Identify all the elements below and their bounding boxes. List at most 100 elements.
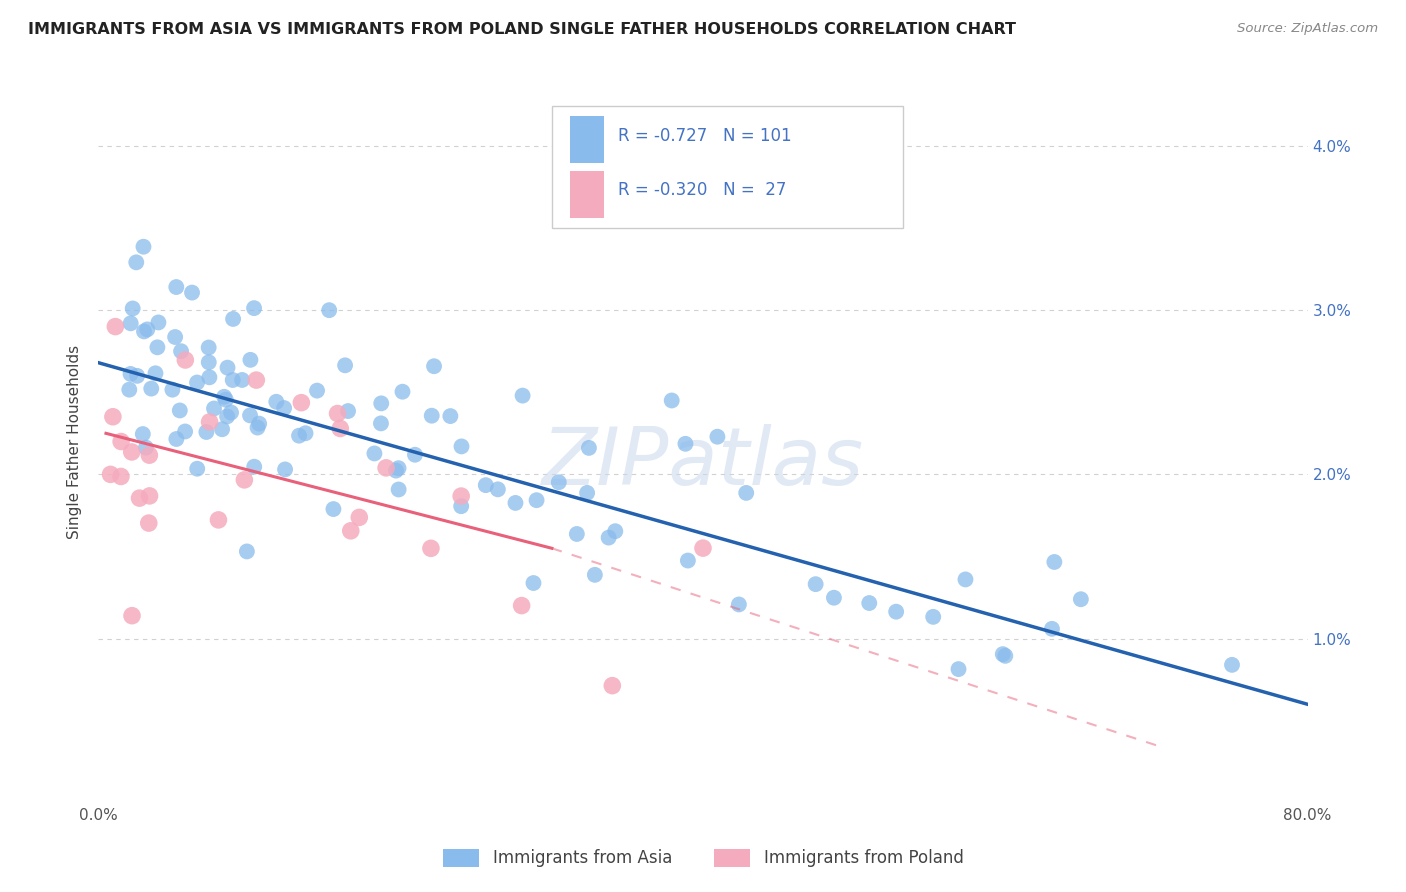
Point (165, 280, 187, 294)
Text: ZIPatlas: ZIPatlas (541, 425, 865, 502)
Point (127, 368, 149, 383)
Point (121, 445, 143, 459)
Point (305, 384, 328, 398)
Point (121, 608, 143, 623)
Point (212, 390, 235, 404)
Point (505, 496, 527, 510)
Point (486, 483, 509, 497)
Point (128, 491, 150, 505)
Point (138, 448, 160, 462)
Point (118, 383, 141, 397)
Point (120, 316, 142, 330)
Point (326, 407, 349, 421)
Point (145, 366, 167, 380)
Point (136, 322, 159, 336)
Point (246, 420, 269, 434)
Point (132, 240, 155, 254)
Point (266, 394, 288, 409)
Point (138, 489, 160, 503)
Point (222, 373, 245, 387)
Point (245, 373, 267, 387)
Point (387, 461, 409, 475)
Point (512, 389, 534, 403)
Point (474, 478, 496, 492)
Point (450, 439, 472, 453)
Point (922, 610, 945, 624)
Point (370, 417, 392, 431)
Point (547, 475, 569, 490)
Point (288, 428, 311, 442)
Point (247, 417, 270, 431)
Point (948, 662, 970, 676)
Point (675, 437, 697, 451)
Point (728, 598, 751, 612)
Point (333, 359, 356, 373)
Point (858, 596, 880, 610)
Point (391, 384, 413, 399)
Point (385, 464, 408, 478)
Point (955, 573, 977, 587)
Point (222, 312, 245, 326)
Point (174, 353, 197, 368)
Point (207, 513, 229, 527)
Point (195, 425, 218, 439)
Point (1043, 555, 1066, 569)
Point (181, 285, 204, 300)
Point (420, 541, 443, 556)
Point (101, 409, 124, 424)
Y-axis label: Single Father Households: Single Father Households (67, 344, 83, 539)
Point (165, 432, 187, 446)
Point (138, 516, 160, 530)
Point (186, 376, 208, 390)
Point (884, 605, 907, 619)
FancyBboxPatch shape (551, 105, 903, 228)
Point (602, 679, 624, 693)
Point (706, 430, 728, 444)
Point (420, 409, 443, 423)
Point (329, 421, 352, 435)
Point (198, 415, 221, 429)
FancyBboxPatch shape (569, 170, 603, 218)
Point (290, 395, 312, 409)
Point (135, 441, 157, 455)
Point (169, 403, 191, 417)
Point (994, 648, 1017, 663)
Point (198, 370, 221, 384)
Point (186, 461, 208, 475)
Point (146, 340, 169, 354)
Point (522, 576, 544, 591)
Point (661, 393, 683, 408)
Point (197, 355, 219, 369)
Point (676, 553, 699, 567)
Point (294, 426, 316, 441)
Text: Source: ZipAtlas.com: Source: ZipAtlas.com (1237, 22, 1378, 36)
Point (583, 567, 606, 582)
Point (243, 459, 266, 474)
Point (219, 405, 242, 419)
Point (526, 493, 548, 508)
Point (243, 301, 266, 315)
Point (450, 499, 472, 513)
Point (823, 591, 845, 605)
Point (239, 352, 262, 367)
Point (231, 373, 253, 387)
Point (165, 330, 187, 344)
Point (388, 483, 411, 497)
FancyBboxPatch shape (569, 116, 603, 163)
Text: R = -0.727   N = 101: R = -0.727 N = 101 (619, 128, 792, 145)
Legend: Immigrants from Asia, Immigrants from Poland: Immigrants from Asia, Immigrants from Po… (436, 842, 970, 874)
Point (215, 392, 238, 407)
Point (576, 486, 599, 500)
Point (110, 469, 132, 483)
Point (132, 325, 155, 339)
Point (565, 527, 588, 541)
Point (121, 301, 143, 316)
Text: IMMIGRANTS FROM ASIA VS IMMIGRANTS FROM POLAND SINGLE FATHER HOUSEHOLDS CORRELAT: IMMIGRANTS FROM ASIA VS IMMIGRANTS FROM … (28, 22, 1017, 37)
Point (132, 427, 155, 442)
Point (375, 461, 398, 475)
Point (318, 303, 340, 318)
Point (211, 422, 233, 436)
Point (735, 486, 758, 500)
Point (598, 531, 620, 545)
Point (141, 382, 163, 396)
